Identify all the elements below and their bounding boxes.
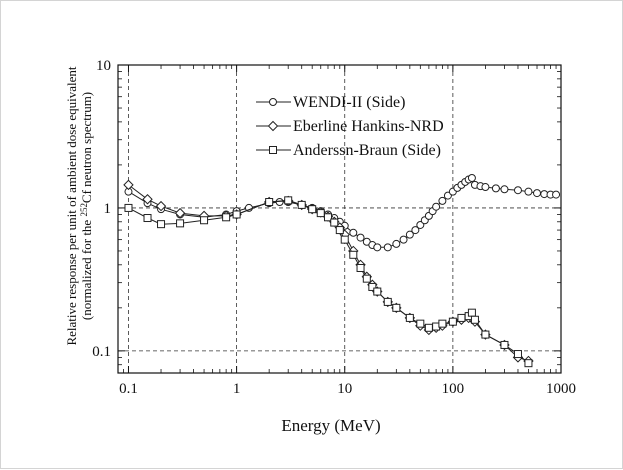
data-point-circle — [467, 173, 476, 182]
data-point-circle — [524, 187, 533, 196]
data-point-diamond — [155, 200, 167, 212]
data-point-circle — [438, 196, 447, 205]
data-point-circle — [513, 186, 522, 195]
data-point-circle — [349, 228, 358, 237]
legend-item-eberline: Eberline Hankins-NRD — [256, 118, 444, 135]
x-tick-label: 100 — [442, 381, 465, 397]
legend-label-eberline: Eberline Hankins-NRD — [293, 118, 444, 135]
data-point-square — [297, 200, 306, 209]
data-point-square — [383, 297, 392, 306]
data-point-square — [330, 218, 339, 227]
data-point-circle — [392, 239, 401, 248]
x-tick-label: 1 — [233, 381, 241, 397]
data-point-square — [524, 359, 533, 368]
x-tick-label: 0.1 — [119, 381, 138, 397]
data-point-square — [513, 350, 522, 359]
data-point-circle — [416, 220, 425, 229]
x-tick-label: 1000 — [546, 381, 576, 397]
data-point-circle — [399, 235, 408, 244]
series-square — [124, 196, 533, 368]
y-axis-title-line2: (normalized for the 252Cf neutron spectr… — [79, 92, 94, 320]
data-point-square — [200, 216, 209, 225]
y-tick-label: 10 — [96, 58, 111, 74]
data-point-square — [424, 323, 433, 332]
legend-item-anderssn: Anderssn-Braun (Side) — [256, 142, 441, 159]
data-point-square — [457, 313, 466, 322]
data-point-square — [335, 226, 344, 235]
data-point-circle — [405, 230, 414, 239]
legend: WENDI-II (Side) Eberline Hankins-NRD And… — [256, 94, 444, 159]
data-point-square — [124, 203, 133, 212]
data-point-circle — [383, 243, 392, 252]
legend-label-anderssn: Anderssn-Braun (Side) — [293, 142, 441, 159]
x-axis-title: Energy (MeV) — [281, 416, 380, 435]
data-point-square — [265, 198, 274, 207]
legend-item-wendi: WENDI-II (Side) — [256, 94, 405, 111]
data-point-square — [316, 209, 325, 218]
y-tick-label: 0.1 — [92, 344, 111, 360]
data-point-square — [470, 315, 479, 324]
data-point-square — [392, 303, 401, 312]
data-point-square — [362, 274, 371, 283]
data-point-square — [222, 213, 231, 222]
data-point-square — [448, 317, 457, 326]
axis-ticks: 0.1 1 10 100 1000 0.1 1 10 — [92, 58, 576, 397]
y-axis-title-line1: Relative response per unit of ambient do… — [64, 66, 79, 345]
x-tick-label: 10 — [337, 381, 352, 397]
square-marker-icon — [269, 146, 277, 154]
data-point-square — [232, 210, 241, 219]
data-point-square — [373, 287, 382, 296]
circle-marker-icon — [269, 98, 277, 106]
data-point-circle — [356, 233, 365, 242]
data-point-diamond — [174, 207, 186, 219]
data-point-square — [157, 220, 166, 229]
data-point-square — [481, 330, 490, 339]
data-point-square — [323, 213, 332, 222]
data-point-circle — [411, 226, 420, 235]
data-point-circle — [432, 202, 441, 211]
y-tick-label: 1 — [104, 201, 112, 217]
data-point-square — [340, 235, 349, 244]
data-point-square — [467, 308, 476, 317]
series-layer — [123, 173, 561, 368]
data-point-circle — [500, 185, 509, 194]
data-point-square — [308, 205, 317, 214]
data-point-circle — [491, 184, 500, 193]
series-line — [128, 199, 529, 364]
data-point-circle — [552, 190, 561, 199]
data-point-square — [284, 196, 293, 205]
data-point-square — [405, 313, 414, 322]
legend-label-wendi: WENDI-II (Side) — [293, 94, 405, 111]
data-point-square — [416, 319, 425, 328]
data-point-circle — [533, 189, 542, 198]
data-point-square — [176, 219, 185, 228]
data-point-square — [500, 340, 509, 349]
data-point-diamond — [142, 194, 153, 205]
data-point-square — [368, 282, 377, 291]
data-point-square — [143, 214, 152, 223]
data-point-square — [349, 250, 358, 259]
data-point-circle — [481, 183, 490, 192]
data-point-square — [438, 319, 447, 328]
data-point-diamond — [123, 179, 134, 191]
diamond-marker-icon — [267, 120, 279, 132]
data-point-circle — [373, 243, 382, 252]
data-point-square — [356, 263, 365, 272]
